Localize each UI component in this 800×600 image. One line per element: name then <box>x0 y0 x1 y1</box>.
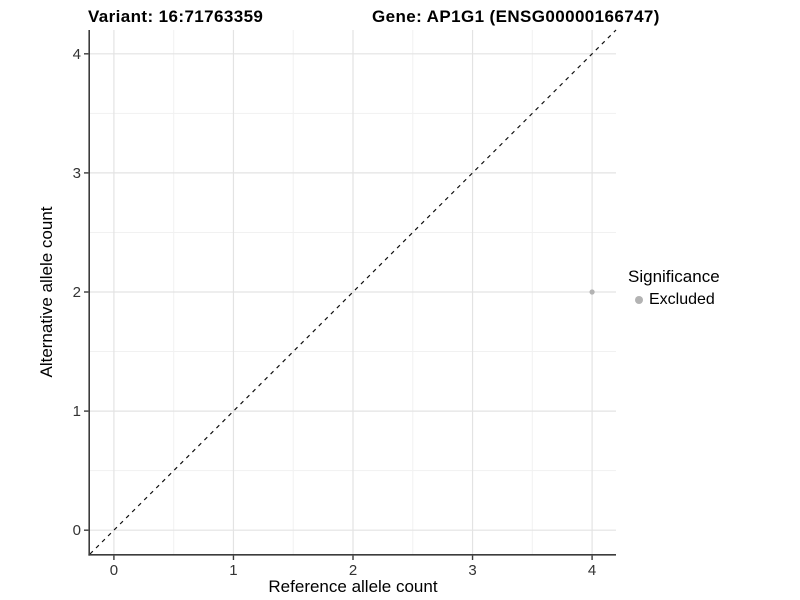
y-tick-label: 0 <box>73 522 81 539</box>
data-point <box>589 289 595 295</box>
x-tick-label: 3 <box>468 562 476 579</box>
plot-title-gene: Gene: AP1G1 (ENSG00000166747) <box>372 7 660 26</box>
y-tick-label: 2 <box>73 284 81 301</box>
plot-title-variant: Variant: 16:71763359 <box>88 7 264 26</box>
x-tick-label: 4 <box>588 562 596 579</box>
legend-title: Significance <box>628 267 720 286</box>
x-tick-label: 2 <box>349 562 357 579</box>
legend: Significance Excluded <box>628 267 720 309</box>
y-tick-label: 1 <box>73 403 81 420</box>
y-tick-label: 3 <box>73 165 81 182</box>
x-axis-title: Reference allele count <box>268 577 438 596</box>
y-axis-title: Alternative allele count <box>37 206 56 378</box>
x-tick-label: 1 <box>229 562 237 579</box>
legend-point-icon <box>635 296 643 304</box>
y-tick-label: 4 <box>73 46 81 63</box>
legend-entry-label: Excluded <box>649 291 715 308</box>
x-tick-label: 0 <box>110 562 118 579</box>
legend-entry-excluded: Excluded <box>628 291 720 309</box>
